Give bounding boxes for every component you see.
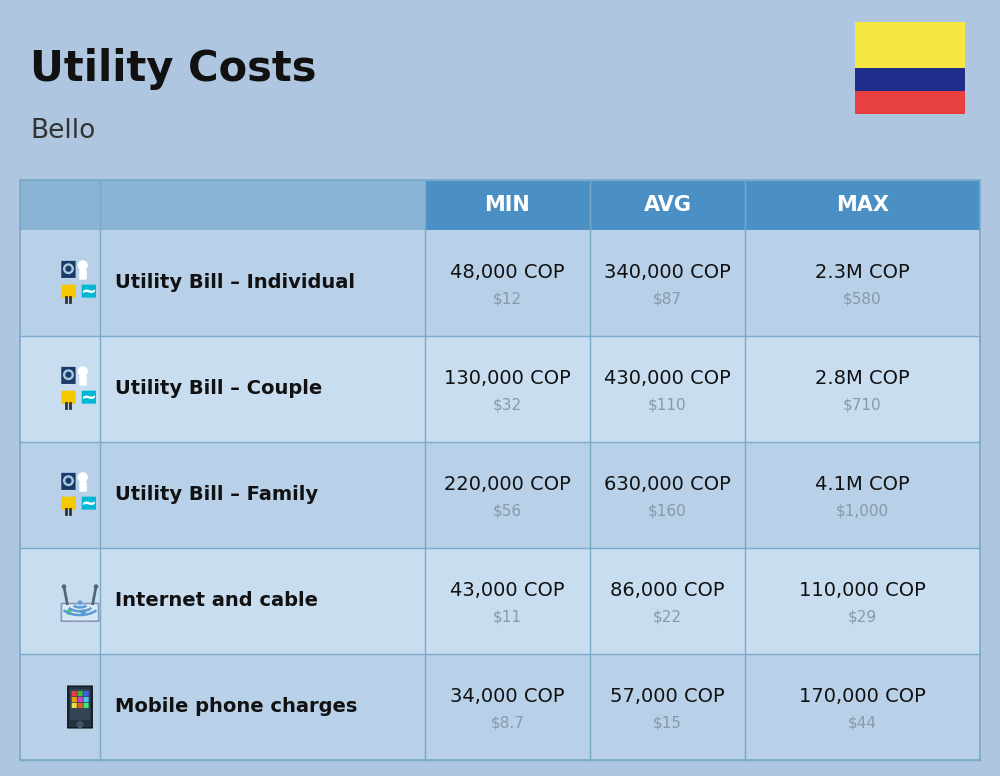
Circle shape <box>64 476 73 486</box>
Text: 48,000 COP: 48,000 COP <box>450 264 565 282</box>
Text: Internet and cable: Internet and cable <box>115 591 318 611</box>
Text: Utility Bill – Individual: Utility Bill – Individual <box>115 273 355 293</box>
Text: $12: $12 <box>493 292 522 307</box>
Text: ~: ~ <box>81 494 97 513</box>
Bar <box>20 180 980 230</box>
Text: 86,000 COP: 86,000 COP <box>610 581 725 601</box>
Text: 630,000 COP: 630,000 COP <box>604 476 731 494</box>
Text: $8.7: $8.7 <box>491 715 524 730</box>
Text: $11: $11 <box>493 609 522 625</box>
Circle shape <box>66 266 71 271</box>
Text: 110,000 COP: 110,000 COP <box>799 581 926 601</box>
Text: 170,000 COP: 170,000 COP <box>799 688 926 706</box>
FancyBboxPatch shape <box>61 390 76 404</box>
Text: $15: $15 <box>653 715 682 730</box>
Bar <box>20 442 980 548</box>
Text: Mobile phone charges: Mobile phone charges <box>115 698 357 716</box>
Circle shape <box>78 261 87 270</box>
Text: $1,000: $1,000 <box>836 504 889 518</box>
Circle shape <box>81 610 85 614</box>
Text: $110: $110 <box>648 397 687 413</box>
FancyBboxPatch shape <box>61 497 76 510</box>
Circle shape <box>94 585 98 588</box>
Circle shape <box>77 722 83 727</box>
Bar <box>20 654 980 760</box>
Text: Utility Costs: Utility Costs <box>30 48 316 90</box>
Bar <box>20 180 980 760</box>
Text: Utility Bill – Family: Utility Bill – Family <box>115 486 318 504</box>
Text: 57,000 COP: 57,000 COP <box>610 688 725 706</box>
Circle shape <box>78 367 87 376</box>
Circle shape <box>62 585 66 588</box>
Text: ~: ~ <box>81 388 97 407</box>
Bar <box>20 548 980 654</box>
Bar <box>20 230 980 336</box>
Text: $580: $580 <box>843 292 882 307</box>
Bar <box>20 180 425 230</box>
FancyBboxPatch shape <box>79 376 87 386</box>
Text: $29: $29 <box>848 609 877 625</box>
Text: 2.3M COP: 2.3M COP <box>815 264 910 282</box>
Text: $22: $22 <box>653 609 682 625</box>
Circle shape <box>66 478 71 483</box>
FancyBboxPatch shape <box>82 497 96 510</box>
FancyBboxPatch shape <box>61 473 76 490</box>
Text: 340,000 COP: 340,000 COP <box>604 264 731 282</box>
FancyBboxPatch shape <box>78 697 83 702</box>
Text: 130,000 COP: 130,000 COP <box>444 369 571 389</box>
FancyBboxPatch shape <box>72 691 77 696</box>
Circle shape <box>64 370 73 379</box>
FancyBboxPatch shape <box>84 691 89 696</box>
FancyBboxPatch shape <box>72 703 77 708</box>
Bar <box>70 689 90 720</box>
FancyBboxPatch shape <box>82 390 96 404</box>
Circle shape <box>67 610 71 614</box>
Circle shape <box>78 601 82 605</box>
Text: AVG: AVG <box>644 195 692 215</box>
Circle shape <box>66 372 71 377</box>
FancyBboxPatch shape <box>79 270 87 279</box>
FancyBboxPatch shape <box>78 703 83 708</box>
Text: $56: $56 <box>493 504 522 518</box>
Text: MIN: MIN <box>485 195 530 215</box>
FancyBboxPatch shape <box>61 604 99 622</box>
FancyBboxPatch shape <box>78 691 83 696</box>
Text: $160: $160 <box>648 504 687 518</box>
FancyBboxPatch shape <box>79 482 87 492</box>
Bar <box>855 68 965 91</box>
Text: $32: $32 <box>493 397 522 413</box>
Text: Bello: Bello <box>30 118 95 144</box>
FancyBboxPatch shape <box>68 686 92 728</box>
FancyBboxPatch shape <box>61 367 76 384</box>
FancyBboxPatch shape <box>72 697 77 702</box>
Text: $87: $87 <box>653 292 682 307</box>
Text: ~: ~ <box>81 282 97 300</box>
Text: 43,000 COP: 43,000 COP <box>450 581 565 601</box>
Text: $44: $44 <box>848 715 877 730</box>
Bar <box>20 336 980 442</box>
FancyBboxPatch shape <box>61 285 76 298</box>
Text: 34,000 COP: 34,000 COP <box>450 688 565 706</box>
Bar <box>855 91 965 114</box>
Bar <box>855 22 965 68</box>
Text: Utility Bill – Couple: Utility Bill – Couple <box>115 379 322 399</box>
Text: $710: $710 <box>843 397 882 413</box>
Text: 2.8M COP: 2.8M COP <box>815 369 910 389</box>
Text: 220,000 COP: 220,000 COP <box>444 476 571 494</box>
FancyBboxPatch shape <box>84 703 89 708</box>
Circle shape <box>64 264 73 273</box>
Text: 430,000 COP: 430,000 COP <box>604 369 731 389</box>
Text: 4.1M COP: 4.1M COP <box>815 476 910 494</box>
FancyBboxPatch shape <box>61 261 76 278</box>
FancyBboxPatch shape <box>84 697 89 702</box>
Circle shape <box>78 473 87 482</box>
FancyBboxPatch shape <box>82 285 96 298</box>
Text: MAX: MAX <box>836 195 889 215</box>
